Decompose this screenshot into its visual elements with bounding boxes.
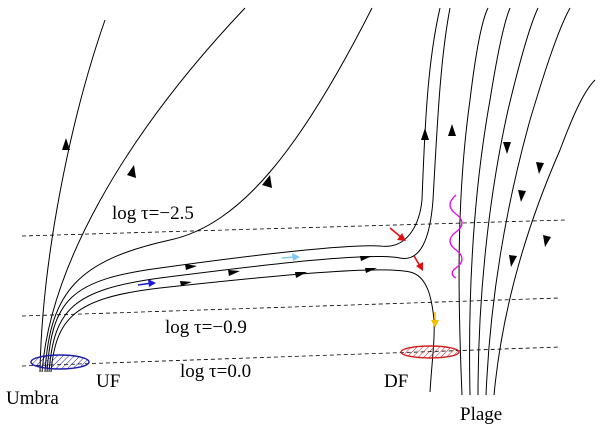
- arrowhead-down: [543, 235, 551, 247]
- arrowhead-up: [62, 138, 70, 150]
- df-label: DF: [384, 371, 408, 392]
- optical-depth-levels: [21, 219, 566, 367]
- red-flow-arrow-upper: [389, 227, 406, 241]
- plage-field-lines: [458, 7, 596, 396]
- plage-line-3: [477, 7, 539, 396]
- blue-flow-arrow: [137, 279, 156, 287]
- uf-ellipse: [30, 354, 90, 370]
- plage-line-2: [469, 7, 511, 396]
- plage-line-5: [493, 79, 596, 396]
- field-arrowheads: [62, 124, 456, 286]
- log-tau-lower-label: log τ=0.0: [180, 361, 251, 382]
- arrowhead-down: [503, 142, 511, 154]
- plage-label: Plage: [460, 404, 502, 425]
- arrowhead-down: [518, 190, 526, 202]
- arrowhead-right: [365, 268, 377, 273]
- arrowhead-right: [185, 264, 197, 270]
- umbra-label: Umbra: [6, 388, 59, 409]
- lightblue-flow-arrow: [281, 253, 300, 261]
- umbral-line-5: [48, 7, 451, 373]
- level-middle-line: [21, 297, 561, 317]
- arrowhead-right: [360, 256, 372, 261]
- arrowhead-down: [509, 255, 517, 267]
- log-tau-upper-label: log τ=−2.5: [112, 203, 194, 224]
- umbral-line-1: [39, 19, 106, 373]
- arrowhead-right: [228, 270, 240, 276]
- flow-arrows: [137, 194, 463, 328]
- plage-arrowheads: [503, 142, 551, 267]
- arrowhead-up: [127, 165, 136, 178]
- umbral-line-6: [50, 269, 435, 393]
- arrowhead-right: [295, 272, 307, 278]
- arrowhead-up: [421, 128, 429, 140]
- arrowhead-up: [448, 124, 456, 136]
- yellow-flow-arrow: [431, 312, 439, 328]
- level-lower-line: [21, 346, 561, 367]
- umbral-line-4: [46, 7, 441, 373]
- arrowhead-up: [262, 175, 272, 188]
- umbral-line-2: [41, 7, 246, 373]
- plage-line-1: [458, 7, 489, 396]
- arrowhead-down: [536, 162, 544, 174]
- level-upper-line: [21, 219, 566, 237]
- umbral-line-3: [44, 7, 373, 373]
- df-ellipse: [400, 345, 460, 359]
- plage-line-4: [485, 7, 571, 396]
- arrowhead-right: [180, 281, 192, 286]
- red-flow-arrow-lower: [413, 255, 423, 271]
- log-tau-middle-label: log τ=−0.9: [165, 317, 247, 338]
- uf-label: UF: [96, 371, 120, 392]
- magenta-wave: [449, 194, 463, 279]
- umbral-field-lines: [39, 7, 451, 393]
